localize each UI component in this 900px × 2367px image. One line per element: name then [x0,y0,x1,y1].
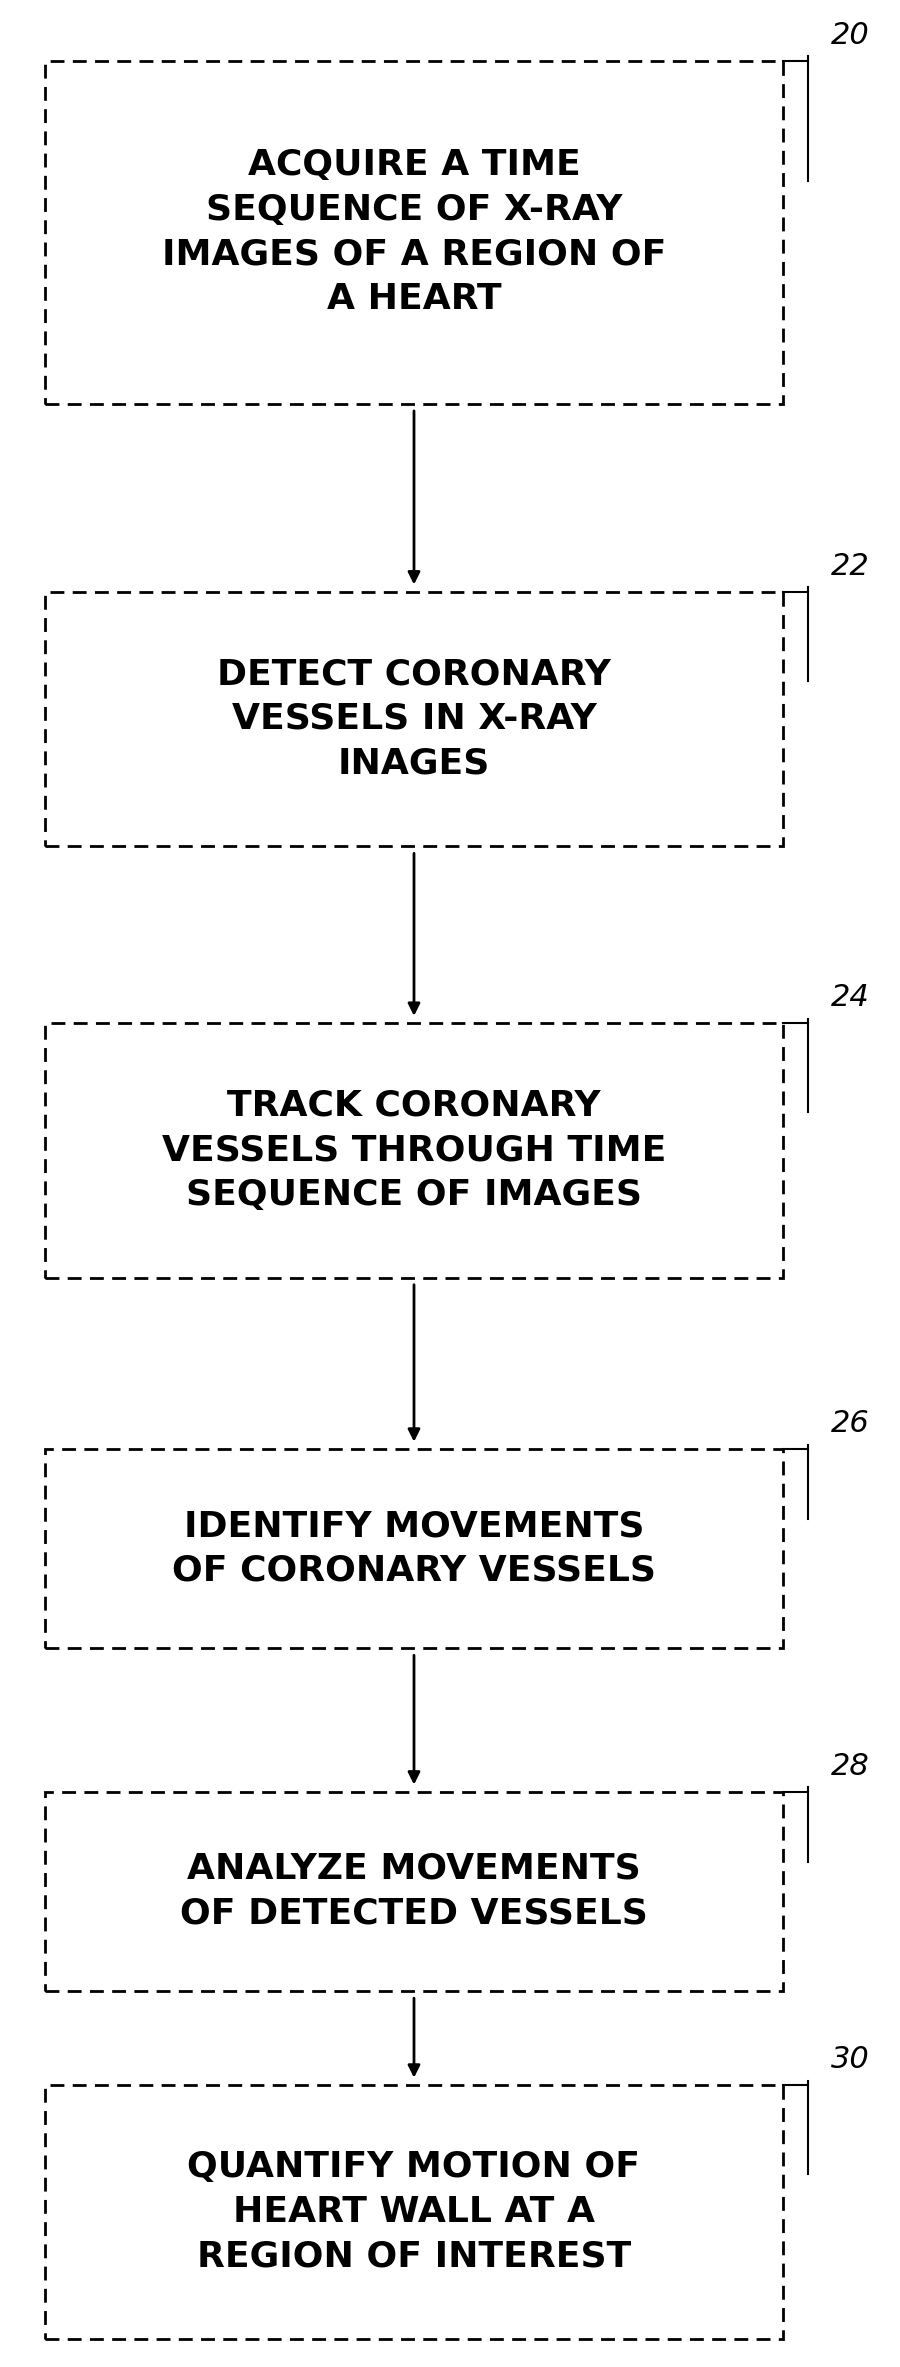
Text: ACQUIRE A TIME
SEQUENCE OF X-RAY
IMAGES OF A REGION OF
A HEART: ACQUIRE A TIME SEQUENCE OF X-RAY IMAGES … [162,149,666,317]
Text: 28: 28 [831,1752,870,1780]
Bar [45,1449,783,1647]
Text: 24: 24 [831,982,870,1013]
Text: IDENTIFY MOVEMENTS
OF CORONARY VESSELS: IDENTIFY MOVEMENTS OF CORONARY VESSELS [172,1510,656,1588]
Text: 26: 26 [831,1408,870,1437]
Text: QUANTIFY MOTION OF
HEART WALL AT A
REGION OF INTEREST: QUANTIFY MOTION OF HEART WALL AT A REGIO… [187,2149,641,2275]
Text: 30: 30 [831,2045,870,2073]
Bar [45,592,783,845]
Text: TRACK CORONARY
VESSELS THROUGH TIME
SEQUENCE OF IMAGES: TRACK CORONARY VESSELS THROUGH TIME SEQU… [162,1089,666,1212]
Text: 22: 22 [831,552,870,580]
Bar [45,62,783,405]
Bar [45,2085,783,2339]
Text: 20: 20 [831,21,870,50]
Text: ANALYZE MOVEMENTS
OF DETECTED VESSELS: ANALYZE MOVEMENTS OF DETECTED VESSELS [180,1851,648,1931]
Text: DETECT CORONARY
VESSELS IN X-RAY
INAGES: DETECT CORONARY VESSELS IN X-RAY INAGES [217,658,611,781]
Bar [45,1023,783,1278]
Bar [45,1792,783,1991]
